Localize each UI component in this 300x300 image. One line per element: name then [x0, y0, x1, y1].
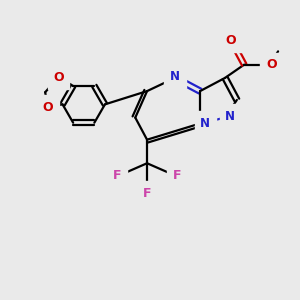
Text: F: F [143, 187, 151, 200]
Text: N: N [225, 110, 235, 123]
Text: F: F [173, 169, 181, 182]
Text: O: O [266, 58, 277, 71]
Text: O: O [226, 34, 236, 47]
Text: N: N [170, 70, 180, 83]
Text: O: O [53, 71, 64, 84]
Text: F: F [113, 169, 121, 182]
Text: O: O [43, 101, 53, 114]
Text: N: N [200, 117, 210, 130]
